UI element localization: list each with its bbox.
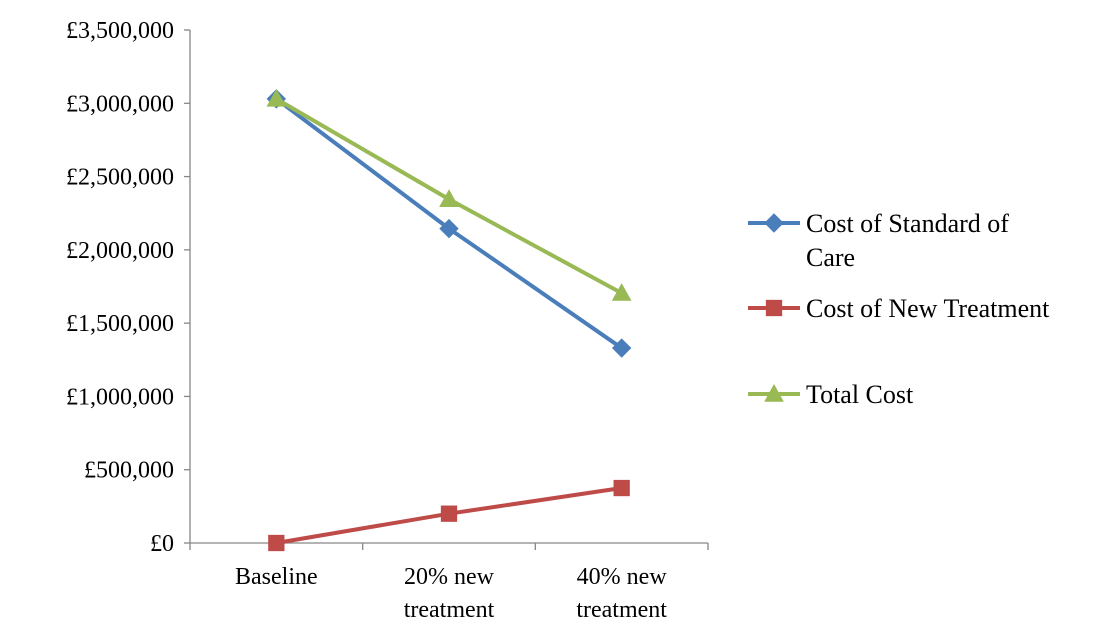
legend-label-line: Care bbox=[806, 243, 855, 272]
legend: Cost of Standard of Care Cost of New Treat… bbox=[748, 209, 1050, 409]
legend-label: Cost of New Treatment bbox=[806, 294, 1050, 323]
data-point bbox=[268, 534, 285, 552]
y-tick-label: £2,000,000 bbox=[66, 238, 174, 264]
x-tick-label: Baseline bbox=[235, 564, 318, 590]
plot-series bbox=[266, 88, 632, 552]
data-point bbox=[439, 218, 459, 239]
x-tick-label-line: 40% new bbox=[577, 564, 668, 590]
data-point bbox=[611, 283, 632, 301]
x-tick-label-line: 20% new bbox=[404, 564, 495, 590]
x-tick-label: 40% new treatment bbox=[576, 564, 667, 623]
y-tick-label: £500,000 bbox=[84, 458, 174, 484]
x-axis: Baseline 20% new treatment 40% new treatment bbox=[189, 542, 709, 623]
y-tick-label: £2,500,000 bbox=[66, 165, 174, 191]
data-point bbox=[266, 88, 287, 107]
legend-label: Total Cost bbox=[806, 380, 914, 409]
x-tick-label-line: treatment bbox=[404, 597, 495, 623]
data-point bbox=[613, 479, 630, 497]
legend-label: Cost of Standard of Care bbox=[806, 209, 1009, 272]
data-point bbox=[439, 189, 459, 207]
legend-marker bbox=[765, 299, 783, 317]
y-tick-label: £3,000,000 bbox=[66, 91, 174, 117]
legend-item-2: Total Cost bbox=[748, 380, 914, 409]
series-2 bbox=[266, 88, 632, 301]
y-tick-label: £0 bbox=[150, 531, 174, 557]
x-tick-label-line: Baseline bbox=[235, 564, 318, 590]
y-tick-label: £3,500,000 bbox=[66, 18, 174, 44]
legend-label-line: Cost of Standard of bbox=[806, 209, 1009, 238]
x-tick-label: 20% new treatment bbox=[404, 564, 495, 623]
legend-label-line: Cost of New Treatment bbox=[806, 294, 1050, 323]
series-0 bbox=[266, 89, 632, 358]
legend-marker bbox=[764, 213, 784, 233]
legend-item-0: Cost of Standard of Care bbox=[748, 209, 1009, 272]
series-1 bbox=[268, 479, 630, 552]
x-tick-label-line: treatment bbox=[576, 597, 667, 623]
legend-label-line: Total Cost bbox=[806, 380, 914, 409]
legend-marker bbox=[764, 383, 784, 402]
y-tick-label: £1,500,000 bbox=[66, 311, 174, 337]
data-point bbox=[611, 338, 632, 358]
y-tick-label: £1,000,000 bbox=[66, 384, 174, 410]
legend-item-1: Cost of New Treatment bbox=[748, 294, 1050, 323]
y-axis: £0 £500,000 £1,000,000 £1,500,000 £2,000,000… bbox=[66, 18, 191, 557]
data-point bbox=[440, 505, 458, 522]
